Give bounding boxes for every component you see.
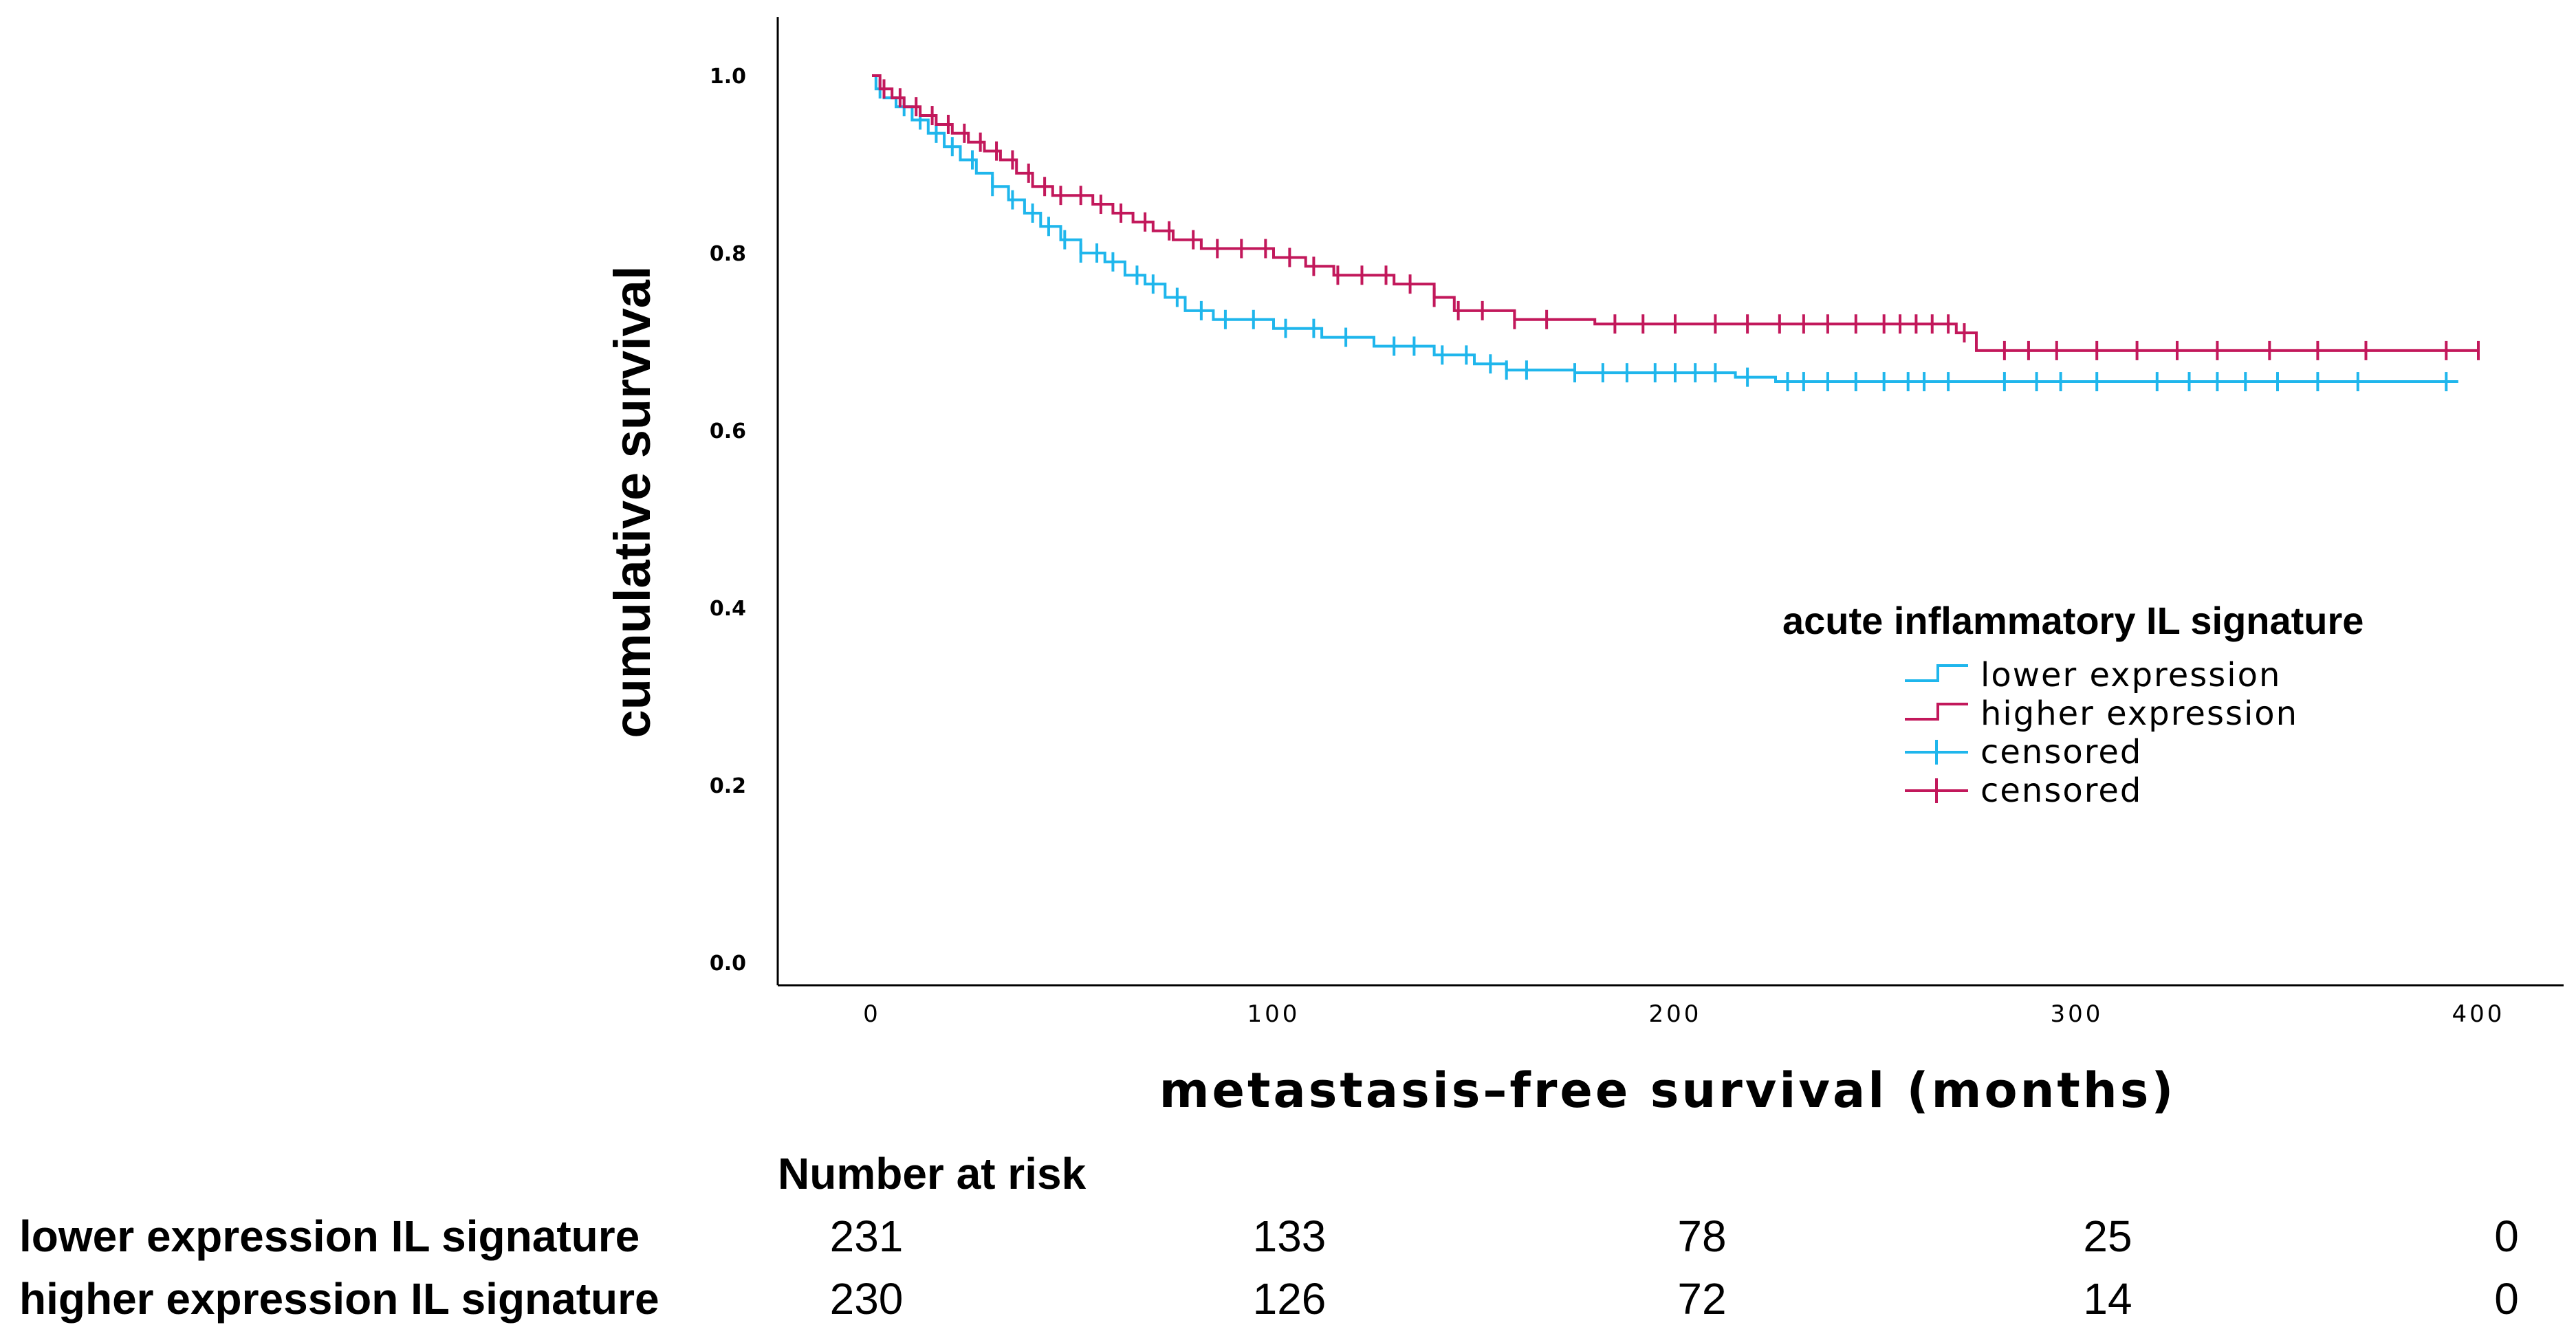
risk-row-label-lower: lower expression IL signature xyxy=(19,1211,640,1261)
x-tick-label: 200 xyxy=(1649,1000,1702,1028)
risk-value: 0 xyxy=(2494,1274,2519,1324)
x-tick-label: 300 xyxy=(2051,1000,2104,1028)
y-tick-label: 0.6 xyxy=(710,419,746,443)
legend-label: lower expression xyxy=(1980,656,2281,694)
survival-curve-higher xyxy=(872,74,2478,352)
risk-value: 78 xyxy=(1677,1211,1726,1261)
x-tick-labels: 0 100 200 300 400 xyxy=(863,1000,2505,1028)
risk-value: 133 xyxy=(1253,1211,1327,1261)
y-tick-label: 0.0 xyxy=(710,952,746,976)
legend-entry: censored xyxy=(1905,733,2142,771)
y-tick-labels: 0.0 0.2 0.4 0.6 0.8 1.0 xyxy=(710,65,746,976)
legend-entry: higher expression xyxy=(1905,694,2298,733)
legend-entry: censored xyxy=(1905,771,2142,810)
legend-censor-swatch xyxy=(1905,778,1968,803)
risk-value: 230 xyxy=(830,1274,904,1324)
y-tick-label: 0.2 xyxy=(710,774,746,798)
legend-line-swatch xyxy=(1905,664,1968,682)
x-tick-label: 0 xyxy=(863,1000,881,1028)
legend-label: higher expression xyxy=(1980,694,2298,733)
risk-value: 14 xyxy=(2083,1274,2132,1324)
legend-entry: lower expression xyxy=(1905,656,2281,694)
legend-label: censored xyxy=(1980,771,2142,810)
risk-table-title: Number at risk xyxy=(778,1149,1087,1198)
risk-value: 0 xyxy=(2494,1211,2519,1261)
y-tick-label: 0.8 xyxy=(710,242,746,266)
risk-value: 72 xyxy=(1677,1274,1726,1324)
legend: acute inflammatory IL signature lower ex… xyxy=(1782,599,2364,810)
risk-values: 231 133 78 25 0 230 126 72 14 0 xyxy=(830,1211,2519,1324)
survival-curve-lower xyxy=(872,74,2458,383)
risk-value: 126 xyxy=(1253,1274,1327,1324)
x-axis-label: metastasis–free survival (months) xyxy=(1159,1062,2176,1119)
risk-table: Number at risk lower expression IL signa… xyxy=(19,1149,2519,1324)
risk-value: 231 xyxy=(830,1211,904,1261)
series-layer xyxy=(872,74,2480,392)
risk-value: 25 xyxy=(2083,1211,2132,1261)
x-tick-label: 400 xyxy=(2452,1000,2505,1028)
x-tick-label: 100 xyxy=(1247,1000,1300,1028)
legend-line-swatch xyxy=(1905,703,1968,721)
legend-censor-swatch xyxy=(1905,740,1968,765)
y-axis-label: cumulative survival xyxy=(604,266,661,738)
y-tick-label: 0.4 xyxy=(710,597,746,621)
legend-label: censored xyxy=(1980,733,2142,771)
y-tick-label: 1.0 xyxy=(710,65,746,89)
legend-title: acute inflammatory IL signature xyxy=(1782,599,2364,642)
risk-row-label-higher: higher expression IL signature xyxy=(19,1274,659,1324)
